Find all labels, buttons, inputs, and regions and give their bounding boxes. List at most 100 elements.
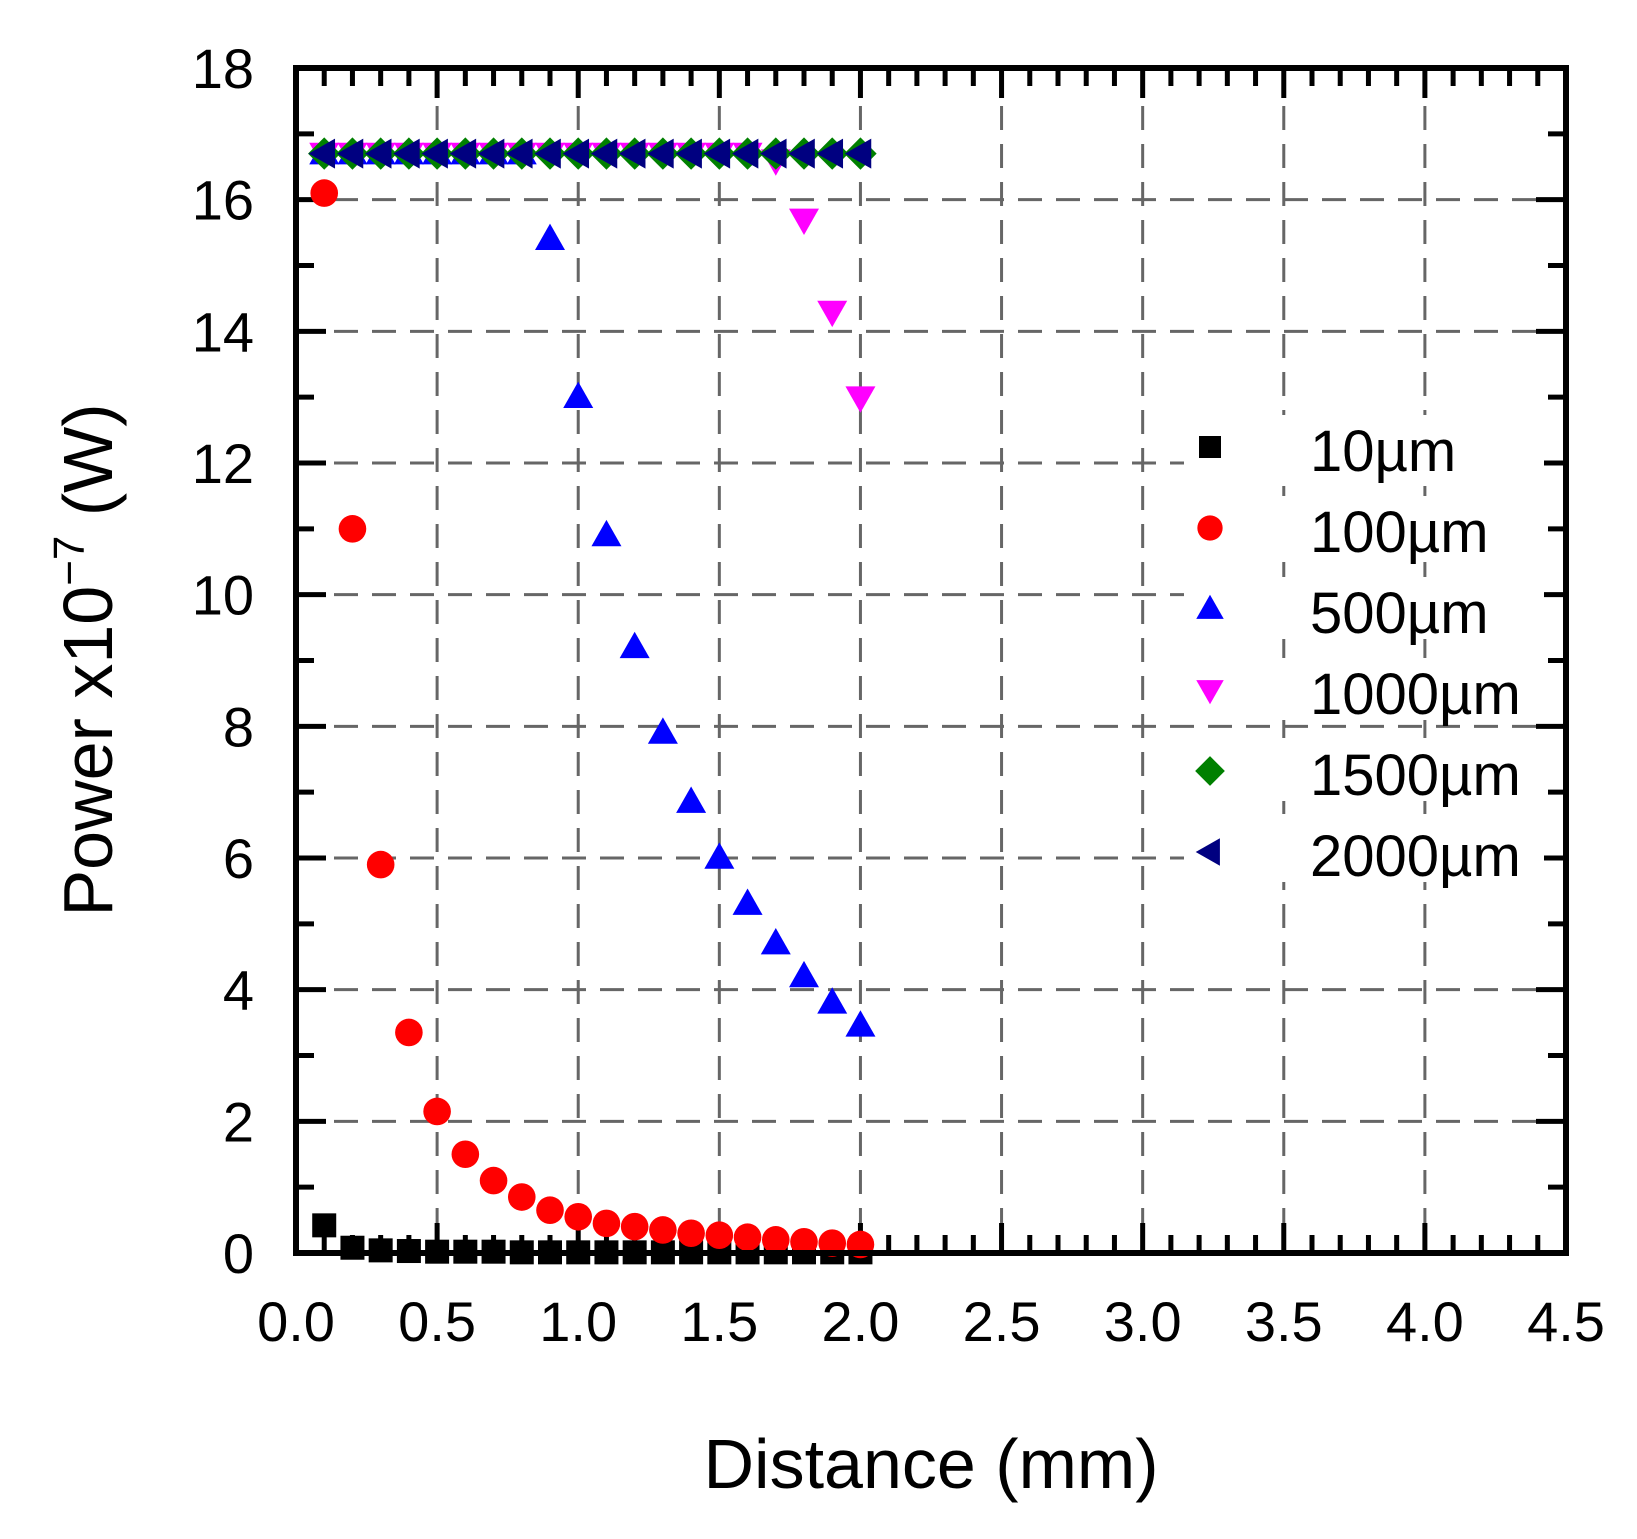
data-point xyxy=(788,138,815,169)
y-tick-label: 10 xyxy=(192,564,254,627)
data-point xyxy=(761,1226,790,1254)
x-tick-label: 1.0 xyxy=(539,1290,617,1353)
x-tick-label: 0.0 xyxy=(257,1290,335,1353)
legend-entry-background xyxy=(1184,658,1544,720)
data-point xyxy=(817,300,848,328)
data-point xyxy=(421,138,448,169)
legend-entry-background xyxy=(1184,739,1544,801)
y-tick-label: 18 xyxy=(192,37,254,100)
legend-entry-background xyxy=(1184,577,1544,639)
x-tick-label: 3.0 xyxy=(1104,1290,1182,1353)
data-point xyxy=(506,138,533,169)
series-2000m xyxy=(308,138,872,169)
data-point xyxy=(340,1235,365,1260)
data-point xyxy=(789,208,819,236)
y-tick-label: 12 xyxy=(192,432,254,495)
data-point xyxy=(703,138,731,169)
legend-label: 500µm xyxy=(1310,581,1489,646)
plot-frame xyxy=(293,65,1569,1256)
x-tick-label: 2.5 xyxy=(963,1290,1041,1353)
legend-marker xyxy=(1196,680,1224,705)
y-axis-title-unit: (W) xyxy=(49,403,127,535)
data-point xyxy=(760,927,791,955)
y-tick-label: 4 xyxy=(223,959,254,1022)
data-point xyxy=(395,1018,423,1047)
data-point xyxy=(732,888,763,915)
data-point xyxy=(479,1166,508,1195)
legend-label: 1500µm xyxy=(1310,743,1521,808)
legend-marker xyxy=(1197,515,1223,541)
data-point xyxy=(534,138,561,169)
legend-label: 100µm xyxy=(1310,500,1489,565)
y-tick-label: 6 xyxy=(223,827,254,890)
y-tick-label: 14 xyxy=(192,300,254,363)
legend-label: 2000µm xyxy=(1310,824,1521,889)
x-axis-title: Distance (mm) xyxy=(703,1425,1158,1503)
y-axis-title-prefix: Power x10 xyxy=(49,586,127,917)
x-tick-labels: 0.0 0.5 1.0 1.5 2.0 2.5 3.0 3.5 4.0 4.5 xyxy=(257,1290,1605,1353)
data-point xyxy=(789,960,819,988)
data-point xyxy=(535,223,565,250)
data-point xyxy=(590,138,618,169)
data-point xyxy=(647,138,674,169)
data-point xyxy=(477,138,505,169)
data-point xyxy=(592,1209,621,1238)
data-point xyxy=(507,1183,536,1211)
data-point xyxy=(308,138,336,169)
x-tick-label: 4.0 xyxy=(1386,1290,1464,1353)
data-point xyxy=(563,381,594,408)
data-point xyxy=(647,717,678,744)
data-point xyxy=(423,1097,451,1126)
data-point xyxy=(705,1221,734,1250)
legend-marker xyxy=(1196,594,1224,619)
data-point xyxy=(675,138,702,169)
y-axis-title-exponent: −7 xyxy=(45,536,94,586)
data-point xyxy=(844,138,872,169)
y-tick-label: 8 xyxy=(223,695,254,758)
legend-marker xyxy=(1195,838,1220,866)
data-point xyxy=(619,631,650,659)
y-tick-label: 16 xyxy=(192,169,254,232)
data-point xyxy=(790,1228,818,1256)
data-point xyxy=(310,179,339,207)
data-point xyxy=(562,138,590,169)
x-tick-label: 3.5 xyxy=(1245,1290,1323,1353)
data-point xyxy=(312,1213,337,1238)
legend-label: 1000µm xyxy=(1310,662,1521,727)
data-point xyxy=(393,138,420,169)
x-tick-label: 0.5 xyxy=(398,1290,476,1353)
y-tick-label: 0 xyxy=(223,1222,254,1285)
legend-label: 10µm xyxy=(1310,419,1456,484)
data-point xyxy=(731,138,759,169)
data-point xyxy=(816,138,844,169)
data-point xyxy=(649,1216,677,1244)
data-point xyxy=(449,138,477,169)
data-point xyxy=(338,515,367,543)
legend-entry-background xyxy=(1184,496,1544,558)
data-markers xyxy=(308,137,877,1265)
data-point xyxy=(366,850,395,879)
data-point xyxy=(336,138,364,169)
data-point xyxy=(676,786,707,813)
x-tick-label: 4.5 xyxy=(1527,1290,1605,1353)
y-tick-labels: 0 2 4 6 8 10 12 14 16 18 xyxy=(192,37,254,1285)
y-tick-label: 2 xyxy=(223,1090,254,1153)
y-axis-title: Power x10−7 (W) xyxy=(45,403,127,916)
grid-lines xyxy=(296,68,1566,1253)
series-100m xyxy=(310,179,875,1259)
data-point xyxy=(845,386,876,413)
x-tick-label: 1.5 xyxy=(680,1290,758,1353)
data-point xyxy=(704,842,735,869)
data-point xyxy=(591,519,622,547)
data-point xyxy=(365,138,392,169)
data-point xyxy=(620,1212,649,1241)
legend-entry-background xyxy=(1184,820,1544,882)
legend-marker xyxy=(1195,756,1225,786)
data-point xyxy=(760,138,787,169)
x-tick-label: 2.0 xyxy=(822,1290,900,1353)
legend-entry-background xyxy=(1184,415,1544,477)
data-point xyxy=(619,138,646,169)
data-point xyxy=(845,1010,876,1037)
